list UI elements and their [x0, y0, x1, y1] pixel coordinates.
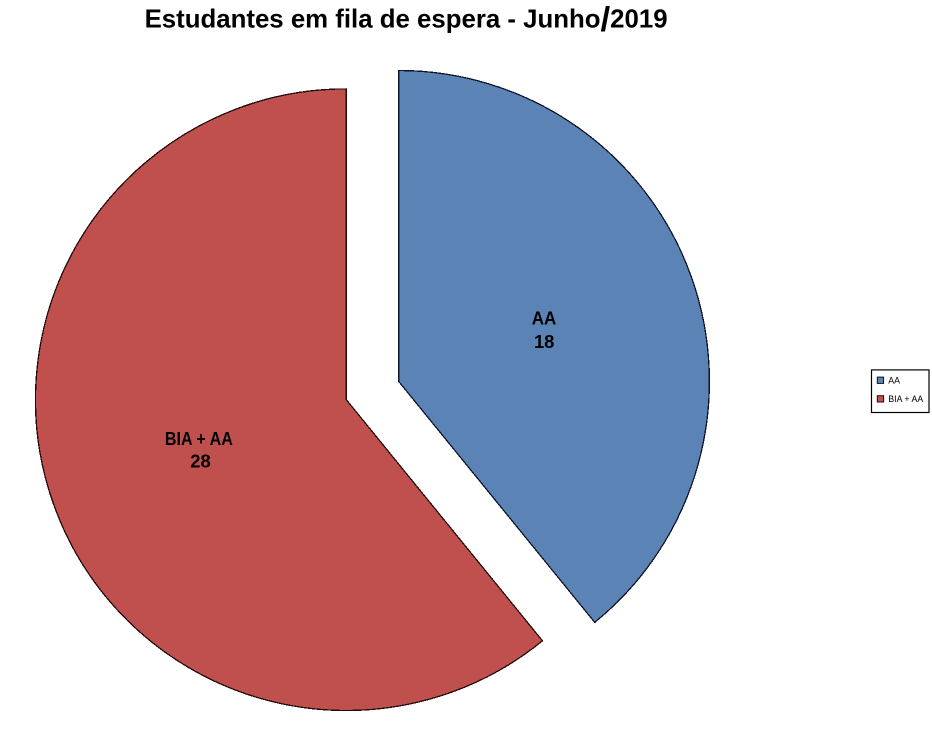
svg-text:BIA + AA: BIA + AA	[888, 394, 923, 404]
svg-text:18: 18	[534, 331, 555, 352]
svg-text:BIA + AA: BIA + AA	[165, 428, 233, 449]
svg-text:AA: AA	[888, 375, 900, 385]
svg-text:28: 28	[190, 451, 211, 472]
svg-text:AA: AA	[532, 308, 557, 329]
svg-text:Estudantes em fila de espera -: Estudantes em fila de espera - Junho/201…	[145, 1, 668, 39]
